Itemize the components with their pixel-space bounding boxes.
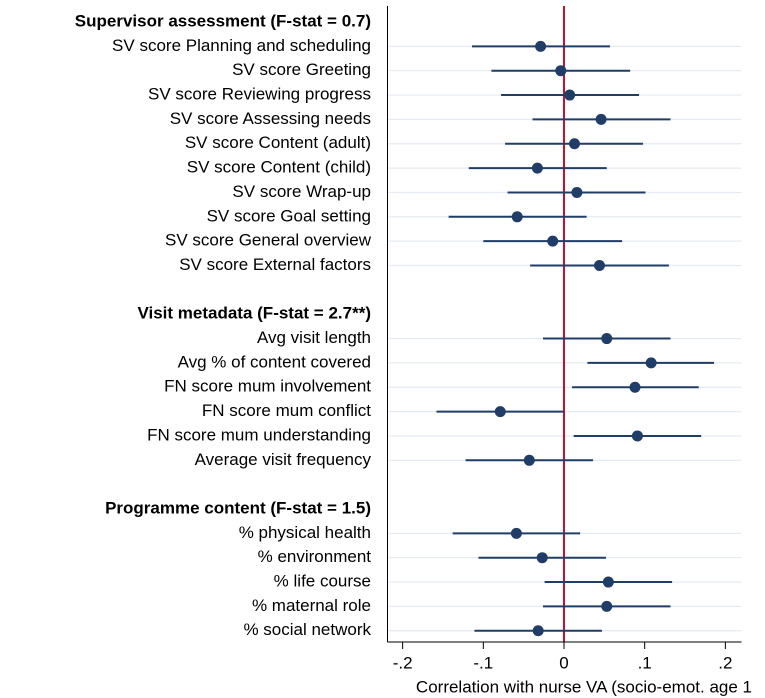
y-tick-label: SV score Reviewing progress: [148, 85, 371, 104]
x-tick-label: .2: [718, 653, 732, 672]
y-tick-label: Avg % of content covered: [178, 352, 371, 371]
point-estimate: [536, 552, 548, 564]
y-tick-label: % life course: [274, 572, 371, 591]
point-estimate: [601, 600, 613, 612]
x-tick-label: -.2: [393, 653, 413, 672]
y-tick-label: FN score mum involvement: [164, 377, 371, 396]
y-tick-label: % maternal role: [252, 596, 371, 615]
point-estimate: [602, 576, 614, 588]
y-tick-label: SV score Goal setting: [207, 206, 371, 225]
y-tick-label: FN score mum understanding: [147, 425, 371, 444]
y-tick-label: % environment: [258, 547, 372, 566]
y-tick-label: SV score External factors: [179, 255, 371, 274]
group-title: Supervisor assessment (F-stat = 0.7): [75, 11, 371, 30]
point-estimate: [595, 113, 607, 125]
group-title: Visit metadata (F-stat = 2.7**): [137, 304, 371, 323]
x-tick-label: 0: [559, 653, 568, 672]
y-tick-label: Avg visit length: [257, 328, 371, 347]
point-estimate: [631, 430, 643, 442]
y-tick-label: SV score General overview: [165, 231, 372, 250]
point-estimate: [629, 381, 641, 393]
point-estimate: [535, 40, 547, 52]
point-estimate: [510, 527, 522, 539]
point-estimate: [594, 260, 605, 271]
point-estimate: [645, 357, 657, 369]
point-estimate: [547, 235, 559, 247]
y-tick-label: SV score Greeting: [232, 60, 371, 79]
y-tick-label: FN score mum conflict: [202, 401, 371, 420]
y-tick-label: SV score Content (child): [187, 158, 371, 177]
point-estimate: [601, 333, 613, 345]
y-tick-label: % social network: [243, 620, 371, 639]
y-tick-label: SV score Wrap-up: [232, 182, 371, 201]
x-tick-label: .1: [638, 653, 652, 672]
y-tick-label: SV score Assessing needs: [170, 109, 371, 128]
point-estimate: [568, 138, 580, 150]
x-axis-title: Correlation with nurse VA (socio-emot. a…: [416, 677, 752, 696]
y-tick-label: % physical health: [239, 523, 371, 542]
point-estimate: [555, 65, 567, 77]
y-tick-label: Average visit frequency: [195, 450, 372, 469]
point-estimate: [494, 406, 506, 418]
y-tick-label: SV score Planning and scheduling: [112, 36, 371, 55]
point-estimate: [532, 625, 544, 637]
point-estimate: [564, 89, 576, 101]
y-tick-label: SV score Content (adult): [185, 133, 371, 152]
point-estimate: [531, 162, 543, 174]
point-estimate: [571, 186, 583, 198]
group-title: Programme content (F-stat = 1.5): [105, 498, 371, 517]
point-estimate: [523, 454, 535, 466]
point-estimate: [511, 211, 523, 223]
x-tick-label: -.1: [473, 653, 493, 672]
